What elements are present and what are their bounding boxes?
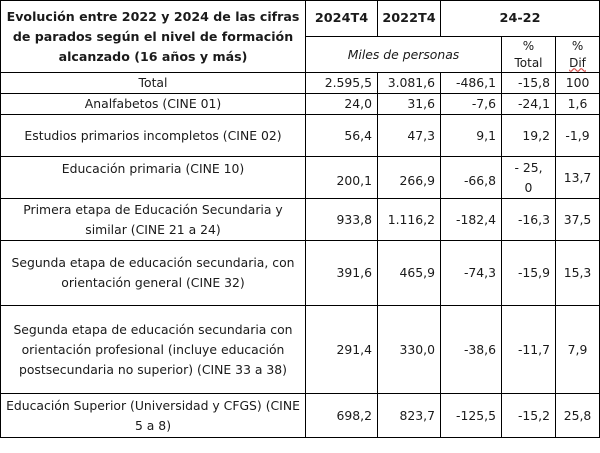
value-pct-total: -15,9 bbox=[501, 240, 556, 306]
row-label: Estudios primarios incompletos (CINE 02) bbox=[0, 114, 306, 157]
value-2022: 465,9 bbox=[377, 240, 441, 306]
row-label: Educación Superior (Universidad y CFGS) … bbox=[0, 393, 306, 438]
value-diff: -125,5 bbox=[440, 393, 502, 438]
table-row: Segunda etapa de educación secundaria, c… bbox=[0, 240, 600, 306]
col-header-diff-group: 24-22 bbox=[439, 0, 600, 37]
value-diff: -7,6 bbox=[440, 93, 502, 115]
value-2024: 391,6 bbox=[305, 240, 378, 306]
value-2024: 698,2 bbox=[305, 393, 378, 438]
row-label: Segunda etapa de educación secundaria, c… bbox=[0, 240, 306, 306]
col-header-pct-dif: % Dif bbox=[554, 36, 600, 73]
value-pct-total: 19,2 bbox=[501, 114, 556, 157]
value-pct-total: -15,2 bbox=[501, 393, 556, 438]
table-row: Primera etapa de Educación Secundaria y … bbox=[0, 198, 600, 241]
unemployment-by-education-table: Evolución entre 2022 y 2024 de las cifra… bbox=[0, 0, 600, 438]
value-2024: 933,8 bbox=[305, 198, 378, 241]
table-row: Educación primaria (CINE 10) 200,1 266,9… bbox=[0, 156, 600, 199]
table-row: Total 2.595,5 3.081,6 -486,1 -15,8 100 bbox=[0, 72, 600, 94]
table-row: Segunda etapa de educación secundaria co… bbox=[0, 305, 600, 394]
value-2022: 1.116,2 bbox=[377, 198, 441, 241]
table-row: Estudios primarios incompletos (CINE 02)… bbox=[0, 114, 600, 157]
value-2022: 266,9 bbox=[377, 156, 441, 199]
row-label: Analfabetos (CINE 01) bbox=[0, 93, 306, 115]
value-pct-dif: 100 bbox=[554, 72, 600, 94]
value-2022: 31,6 bbox=[377, 93, 441, 115]
value-diff: -66,8 bbox=[440, 156, 502, 199]
table-row: Educación Superior (Universidad y CFGS) … bbox=[0, 393, 600, 438]
table-row: Analfabetos (CINE 01) 24,0 31,6 -7,6 -24… bbox=[0, 93, 600, 115]
value-2024: 200,1 bbox=[305, 156, 378, 199]
row-label: Educación primaria (CINE 10) bbox=[0, 156, 306, 199]
row-label: Segunda etapa de educación secundaria co… bbox=[0, 305, 306, 394]
value-pct-dif: 7,9 bbox=[554, 305, 600, 394]
value-2022: 330,0 bbox=[377, 305, 441, 394]
col-header-2024t4: 2024T4 bbox=[305, 0, 378, 37]
table-title: Evolución entre 2022 y 2024 de las cifra… bbox=[0, 0, 306, 73]
value-pct-total: -15,8 bbox=[501, 72, 556, 94]
value-diff: -486,1 bbox=[440, 72, 502, 94]
value-2022: 47,3 bbox=[377, 114, 441, 157]
col-header-pct-total: % Total bbox=[501, 36, 556, 73]
value-pct-dif: 25,8 bbox=[554, 393, 600, 438]
value-pct-total: - 25,0 bbox=[501, 156, 556, 199]
value-2024: 56,4 bbox=[305, 114, 378, 157]
value-diff: -182,4 bbox=[440, 198, 502, 241]
value-diff: -74,3 bbox=[440, 240, 502, 306]
value-pct-total: -16,3 bbox=[501, 198, 556, 241]
row-label: Total bbox=[0, 72, 306, 94]
value-2024: 2.595,5 bbox=[305, 72, 378, 94]
value-pct-dif: 15,3 bbox=[554, 240, 600, 306]
value-pct-total: -11,7 bbox=[501, 305, 556, 394]
value-2022: 3.081,6 bbox=[377, 72, 441, 94]
value-pct-dif: -1,9 bbox=[554, 114, 600, 157]
value-pct-dif: 13,7 bbox=[554, 156, 600, 199]
value-2024: 291,4 bbox=[305, 305, 378, 394]
value-pct-dif: 37,5 bbox=[554, 198, 600, 241]
value-diff: 9,1 bbox=[440, 114, 502, 157]
col-header-2022t4: 2022T4 bbox=[377, 0, 441, 37]
row-label: Primera etapa de Educación Secundaria y … bbox=[0, 198, 306, 241]
value-diff: -38,6 bbox=[440, 305, 502, 394]
value-2022: 823,7 bbox=[377, 393, 441, 438]
units-label: Miles de personas bbox=[305, 36, 502, 73]
value-2024: 24,0 bbox=[305, 93, 378, 115]
value-pct-dif: 1,6 bbox=[554, 93, 600, 115]
value-pct-total: -24,1 bbox=[501, 93, 556, 115]
